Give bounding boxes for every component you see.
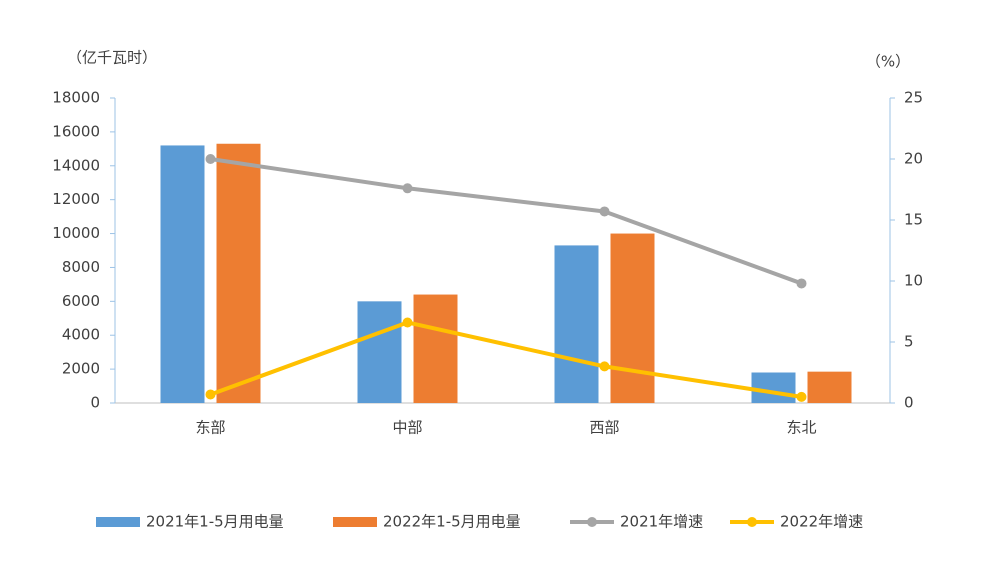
y2-tick-label: 10	[904, 272, 923, 290]
legend-marker	[747, 517, 757, 527]
x-tick-label: 西部	[589, 419, 619, 437]
y2-tick-label: 0	[904, 394, 914, 412]
legend-label: 2022年增速	[780, 513, 863, 531]
y-tick-label: 6000	[62, 292, 100, 310]
y2-axis-label: （%）	[866, 53, 910, 71]
marker	[205, 154, 216, 164]
bar	[751, 372, 796, 403]
y-tick-label: 12000	[52, 190, 100, 208]
line	[210, 157, 803, 286]
bar	[357, 301, 402, 403]
legend-label: 2021年1-5月用电量	[146, 513, 284, 531]
legend-swatch	[333, 517, 377, 527]
bar	[807, 371, 852, 403]
legend-label: 2021年增速	[620, 513, 703, 531]
x-tick-label: 东北	[786, 419, 816, 437]
x-tick-label: 东部	[195, 419, 225, 437]
bar	[554, 245, 599, 403]
y-tick-label: 2000	[62, 360, 100, 378]
legend-swatch	[96, 517, 140, 527]
y-tick-label: 8000	[62, 258, 100, 276]
y-tick-label: 18000	[52, 89, 100, 107]
y2-tick-label: 15	[904, 211, 923, 229]
y2-tick-label: 25	[904, 89, 923, 107]
y-tick-label: 10000	[52, 224, 100, 242]
y-tick-label: 0	[90, 394, 100, 412]
bar	[216, 143, 261, 403]
bar	[413, 294, 458, 403]
y2-tick-label: 5	[904, 333, 914, 351]
y-tick-label: 14000	[52, 156, 100, 174]
bar	[160, 145, 205, 403]
marker	[205, 389, 216, 400]
marker	[796, 278, 807, 289]
marker	[599, 206, 610, 217]
y-axis-label: （亿千瓦时）	[67, 49, 157, 67]
bar	[610, 233, 655, 403]
legend-label: 2022年1-5月用电量	[383, 513, 521, 531]
y-tick-label: 4000	[62, 326, 100, 344]
y2-tick-label: 20	[904, 150, 923, 168]
marker	[796, 391, 807, 402]
marker	[599, 361, 610, 372]
marker	[402, 183, 413, 194]
x-tick-label: 中部	[392, 419, 422, 437]
line	[209, 320, 802, 399]
marker	[402, 317, 413, 328]
y-tick-label: 16000	[52, 122, 100, 140]
legend-marker	[587, 517, 597, 527]
